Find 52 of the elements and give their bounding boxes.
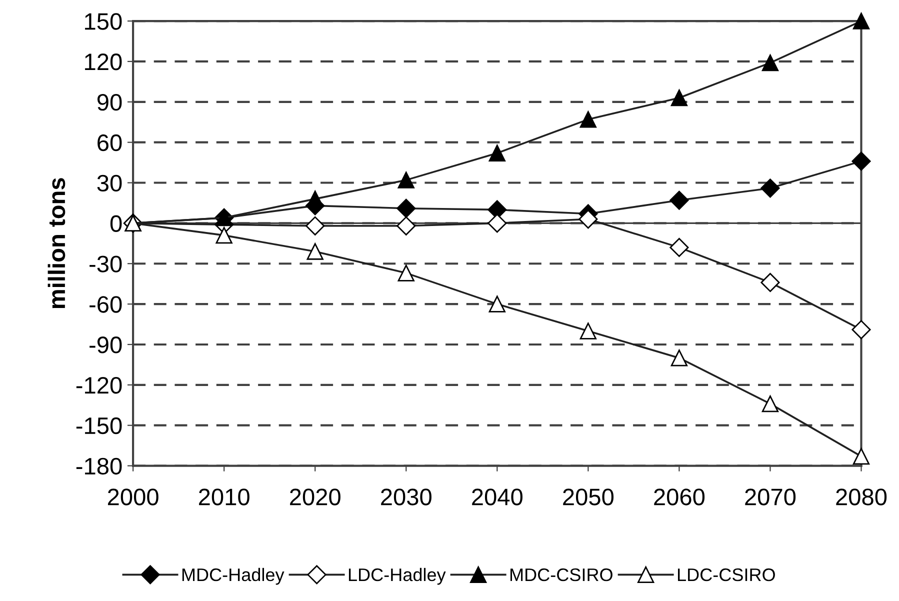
point bbox=[578, 210, 598, 229]
x-tick-label: 2050 bbox=[563, 488, 614, 506]
y-tick-label: 90 bbox=[97, 94, 122, 111]
point bbox=[852, 12, 870, 30]
point bbox=[488, 144, 506, 162]
point bbox=[670, 238, 689, 257]
x-tick-label: 2080 bbox=[836, 488, 887, 506]
point bbox=[670, 190, 689, 210]
x-tick-label: 2010 bbox=[199, 488, 250, 506]
point bbox=[852, 320, 871, 340]
y-tick-label: 150 bbox=[85, 13, 122, 30]
legend-label: LDC-CSIRO bbox=[678, 568, 775, 582]
point bbox=[580, 322, 597, 340]
y-tick-label: -150 bbox=[76, 417, 122, 434]
point bbox=[762, 54, 779, 72]
legend-label: MDC-CSIRO bbox=[510, 568, 612, 582]
y-tick-label: 120 bbox=[85, 54, 122, 70]
point bbox=[306, 190, 324, 208]
point bbox=[488, 214, 507, 233]
point bbox=[398, 264, 414, 282]
x-tick-label: 2030 bbox=[381, 488, 432, 506]
point bbox=[216, 226, 232, 244]
y-tick-label: 30 bbox=[97, 174, 122, 192]
point bbox=[306, 243, 324, 260]
point bbox=[488, 296, 506, 312]
point bbox=[398, 172, 414, 188]
point bbox=[396, 216, 416, 236]
x-tick-label: 2070 bbox=[745, 488, 796, 506]
y-tick-label: -180 bbox=[76, 458, 122, 475]
x-tick-label: 2060 bbox=[654, 488, 705, 506]
point bbox=[580, 111, 597, 128]
point bbox=[852, 448, 870, 465]
point bbox=[760, 272, 780, 292]
y-tick-label: 0 bbox=[110, 215, 122, 232]
point bbox=[852, 152, 871, 171]
legend-label: MDC-Hadley bbox=[182, 568, 284, 585]
y-tick-label: -30 bbox=[90, 256, 122, 272]
x-tick-label: 2020 bbox=[290, 488, 340, 506]
point bbox=[396, 198, 416, 218]
y-tick-label: -60 bbox=[90, 296, 122, 313]
point bbox=[306, 216, 325, 236]
legend-label: LDC-Hadley bbox=[348, 568, 446, 585]
y-tick-label: -90 bbox=[90, 336, 122, 354]
y-tick-label: 60 bbox=[98, 134, 122, 152]
x-tick-label: 2040 bbox=[472, 488, 522, 506]
point bbox=[670, 90, 688, 106]
y-axis-title: million tons bbox=[48, 178, 66, 308]
point bbox=[760, 178, 780, 198]
x-tick-label: 2000 bbox=[108, 488, 158, 506]
y-tick-label: -120 bbox=[76, 376, 122, 394]
point bbox=[762, 395, 779, 412]
point bbox=[670, 350, 688, 366]
